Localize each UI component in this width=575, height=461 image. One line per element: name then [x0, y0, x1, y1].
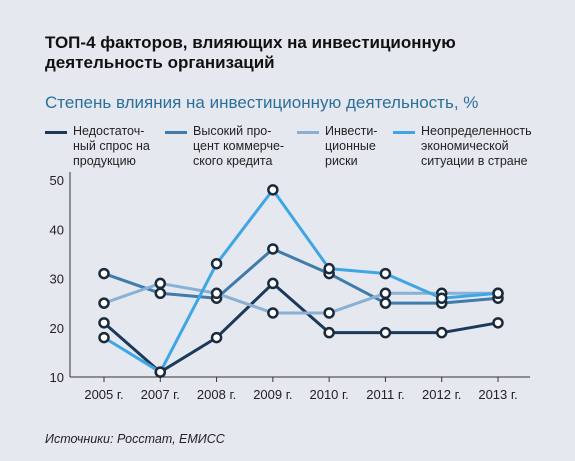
x-tick-label: 2012 г.	[422, 387, 461, 402]
series-1-point	[267, 277, 279, 290]
series-line-4	[103, 188, 499, 374]
x-tick-label: 2010 г.	[309, 387, 348, 402]
y-tick-label: 40	[50, 222, 64, 237]
series-4-point	[323, 262, 335, 275]
series-3-point	[323, 307, 335, 319]
series-1-point	[379, 326, 392, 339]
series-2-point	[267, 243, 279, 255]
legend-label-3: Инвести- ционные риски	[325, 124, 378, 168]
legend-label-1: Недостаточ- ный спрос на продукцию	[73, 124, 150, 168]
x-tick-label: 2013 г.	[478, 387, 517, 402]
series-4-point	[267, 184, 279, 196]
series-4-point	[98, 331, 110, 344]
y-tick-label: 50	[50, 173, 64, 188]
legend-label-2: Высокий про- цент коммерче- ского кредит…	[193, 124, 285, 168]
series-3-point	[98, 297, 110, 309]
series-4-point	[210, 257, 223, 270]
series-1-point	[210, 331, 223, 344]
series-3-point	[379, 287, 392, 300]
legend-swatch-4	[393, 131, 415, 134]
series-2-point	[154, 287, 167, 300]
y-tick-label: 30	[50, 272, 64, 287]
series-4-point	[379, 267, 392, 280]
series-3-point	[210, 287, 223, 300]
series-1-point	[98, 317, 110, 329]
legend-swatch-1	[45, 131, 67, 134]
series-1-point	[435, 326, 448, 339]
x-tick-label: 2005 г.	[84, 387, 123, 402]
y-tick-label: 20	[50, 321, 64, 336]
x-tick-label: 2009 г.	[253, 387, 292, 402]
series-2-point	[379, 297, 392, 309]
series-4-point	[492, 287, 504, 300]
series-line-1	[103, 281, 499, 374]
chart-title: ТОП-4 факторов, влияющих на инвестиционн…	[45, 33, 456, 72]
chart-subtitle: Степень влияния на инвестиционную деятел…	[45, 93, 479, 112]
series-2-point	[98, 267, 110, 280]
series-1-point	[323, 326, 335, 339]
series-4-point	[154, 366, 167, 378]
series-3-point	[267, 307, 279, 319]
source-note: Источники: Росстат, ЕМИСС	[45, 432, 225, 446]
y-tick-label: 10	[50, 370, 64, 385]
series-1-point	[492, 317, 504, 329]
legend-label-4: Неопределенность экономической ситуации …	[421, 124, 532, 168]
x-tick-label: 2011 г.	[366, 387, 404, 402]
x-tick-label: 2007 г.	[141, 387, 180, 402]
x-tick-label: 2008 г.	[197, 387, 236, 402]
series-3-point	[154, 277, 167, 290]
legend-swatch-2	[165, 131, 187, 134]
series-line-2	[103, 247, 499, 305]
legend-swatch-3	[297, 131, 319, 134]
series-4-point	[435, 292, 448, 304]
